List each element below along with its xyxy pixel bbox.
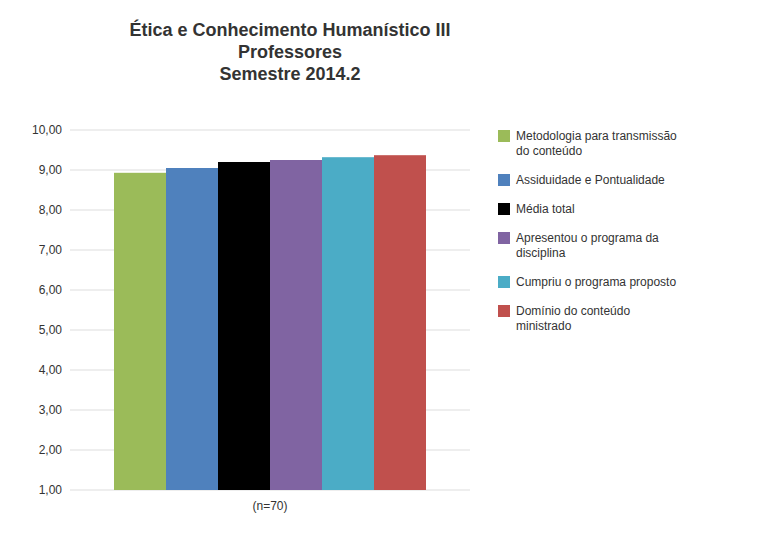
legend-label: Metodologia para transmissãodo conteúdo	[516, 129, 677, 158]
y-tick-label: 5,00	[39, 323, 63, 337]
legend-swatch	[498, 174, 510, 186]
legend-label: Cumpriu o programa proposto	[516, 275, 676, 289]
grid-line	[70, 130, 470, 131]
bar	[218, 162, 270, 490]
bars	[114, 155, 426, 490]
bar	[374, 155, 426, 490]
y-tick-label: 3,00	[39, 403, 63, 417]
legend-swatch	[498, 130, 510, 142]
y-tick-label: 8,00	[39, 203, 63, 217]
legend-swatch	[498, 276, 510, 288]
legend-swatch	[498, 305, 510, 317]
legend-label: Apresentou o programa dadisciplina	[516, 231, 659, 260]
legend: Metodologia para transmissãodo conteúdo A…	[498, 129, 677, 333]
legend-label: Média total	[516, 202, 575, 216]
legend-label: Domínio do conteúdoministrado	[516, 304, 630, 333]
bar	[114, 173, 166, 490]
x-axis: (n=70)	[252, 499, 287, 513]
y-axis: 1,00 2,00 3,00 4,00 5,00 6,00 7,00 8,00 9,00 10,0…	[32, 123, 470, 497]
y-tick-label: 7,00	[39, 243, 63, 257]
legend-swatch	[498, 203, 510, 215]
bar	[322, 157, 374, 490]
legend-swatch	[498, 232, 510, 244]
y-tick-label: 6,00	[39, 283, 63, 297]
y-tick-label: 4,00	[39, 363, 63, 377]
y-tick-label: 1,00	[39, 483, 63, 497]
legend-label: Assiduidade e Pontualidade	[516, 173, 665, 187]
title: Ética e Conhecimento Humanístico IIIProf…	[129, 19, 450, 84]
y-tick-label: 10,00	[32, 123, 62, 137]
y-tick-label: 2,00	[39, 443, 63, 457]
y-tick-label: 9,00	[39, 163, 63, 177]
x-tick-label: (n=70)	[252, 499, 287, 513]
bar	[166, 168, 218, 490]
chart: Ética e Conhecimento Humanístico IIIProf…	[0, 0, 771, 543]
bar	[270, 160, 322, 490]
